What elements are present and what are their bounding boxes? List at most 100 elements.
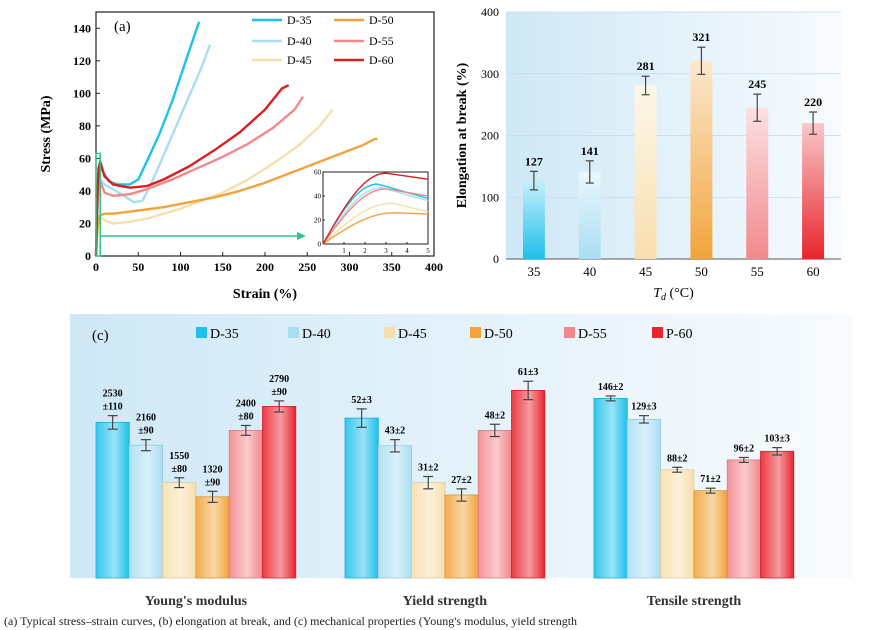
- data-label: ±90: [138, 426, 154, 437]
- x-tick-label: 300: [341, 260, 359, 274]
- data-label: 1550: [169, 451, 189, 462]
- y-axis-label: Stress (MPa): [39, 95, 54, 172]
- inset-y-tick-label: 40: [314, 193, 322, 201]
- data-label: 2160: [136, 413, 156, 424]
- bar-P-60: [760, 450, 795, 579]
- y-tick-label: 0: [85, 249, 91, 263]
- data-label: 321: [692, 30, 710, 44]
- data-label: 103±3: [764, 434, 790, 445]
- x-tick-label: 50: [132, 260, 144, 274]
- bar-D-55: [477, 429, 512, 579]
- inset-x-tick-label: 1: [342, 247, 346, 255]
- inset-series-line: [322, 186, 429, 245]
- bar-55: [746, 107, 769, 260]
- zoom-box: [95, 152, 101, 257]
- y-tick-label: 120: [73, 54, 91, 68]
- legend-label: D-40: [302, 327, 331, 342]
- x-tick-label: 350: [383, 260, 401, 274]
- x-tick-label: 250: [298, 260, 316, 274]
- data-label: 2790: [269, 374, 289, 385]
- panel-a: 0 50 100 150 200 250 300 350 4000204060801001201…: [39, 11, 443, 302]
- x-tick-label: 40: [583, 264, 596, 279]
- x-tick-label: 55: [751, 264, 764, 279]
- series-line: [94, 21, 201, 257]
- inset-series-line: [322, 188, 429, 245]
- bar-D-55: [228, 429, 263, 579]
- x-axis-label: Td (°C): [653, 286, 694, 303]
- x-tick-label: 60: [807, 264, 820, 279]
- data-label: 43±2: [385, 426, 406, 437]
- data-label: 245: [748, 77, 766, 91]
- series-line: [94, 84, 290, 257]
- x-tick-label: 50: [695, 264, 708, 279]
- inset-y-tick-label: 0: [318, 241, 322, 249]
- series-line: [94, 137, 378, 257]
- legend-label: D-35: [210, 327, 239, 342]
- y-tick-label: 300: [481, 67, 499, 81]
- bar-D-40: [377, 445, 412, 579]
- x-tick-label: 200: [256, 260, 274, 274]
- y-tick-label: 100: [73, 86, 91, 100]
- bar-P-60: [511, 390, 546, 579]
- data-label: 281: [637, 59, 655, 73]
- data-label: ±80: [238, 411, 254, 422]
- group-label: Yield strength: [403, 594, 488, 609]
- bar-D-40: [128, 444, 164, 579]
- legend-label: D-55: [578, 327, 607, 342]
- bar-D-55: [726, 459, 761, 579]
- x-tick-label: 45: [639, 264, 652, 279]
- legend-label: P-60: [666, 327, 692, 342]
- y-tick-label: 60: [79, 151, 91, 165]
- bar-D-40: [626, 418, 661, 579]
- figure-caption: (a) Typical stress–strain curves, (b) el…: [4, 614, 578, 628]
- bar-35: [522, 180, 545, 259]
- data-label: 220: [804, 95, 822, 109]
- data-label: ±110: [103, 402, 123, 413]
- bar-D-50: [693, 490, 728, 579]
- bar-D-35: [344, 417, 379, 579]
- y-axis-label: Elongation at break (%): [455, 62, 470, 208]
- bar-D-35: [593, 398, 628, 579]
- panel-c: (c) D-35 D-40 D-45 D-50 D-55 P-60 2530 ±110 2160 ±…: [70, 314, 852, 609]
- bar-60: [802, 123, 825, 260]
- bar-50: [690, 60, 713, 259]
- data-label: 52±3: [351, 395, 372, 406]
- inset-series-line: [322, 202, 429, 245]
- legend-label: D-55: [369, 34, 394, 48]
- inset-x-tick-label: 2: [363, 247, 367, 255]
- legend-swatch: [384, 327, 395, 338]
- y-tick-label: 400: [481, 5, 499, 19]
- bar-D-35: [95, 422, 130, 579]
- data-label: 2400: [236, 398, 256, 409]
- inset-x-tick-label: 3: [384, 247, 388, 255]
- x-tick-label: 0: [93, 260, 99, 274]
- x-axis-label: Strain (%): [233, 287, 298, 302]
- legend-swatch: [564, 327, 575, 338]
- data-label: 129±3: [631, 402, 657, 413]
- data-label: 146±2: [598, 382, 624, 393]
- inset-y-tick-label: 20: [314, 217, 322, 225]
- zoom-arrow-head: [297, 232, 306, 240]
- data-label: ±90: [271, 387, 287, 398]
- data-label: 127: [525, 154, 543, 168]
- bar-D-45: [411, 482, 446, 579]
- series-line: [94, 95, 305, 257]
- group-label: Young's modulus: [145, 594, 248, 609]
- data-label: 61±3: [518, 367, 539, 378]
- legend-label: D-50: [484, 327, 513, 342]
- bar-40: [578, 171, 601, 259]
- group-label: Tensile strength: [647, 594, 742, 609]
- bar-D-50: [195, 496, 230, 579]
- data-label: ±80: [172, 464, 188, 475]
- data-label: 141: [581, 144, 599, 158]
- x-tick-label: 150: [214, 260, 232, 274]
- bar-D-50: [444, 494, 479, 579]
- y-tick-label: 0: [493, 252, 499, 266]
- y-tick-label: 80: [79, 119, 91, 133]
- legend-swatch: [652, 327, 663, 338]
- bar-D-45: [660, 469, 695, 579]
- data-label: 31±2: [418, 463, 439, 474]
- legend-label: D-45: [287, 53, 312, 67]
- data-label: 48±2: [485, 410, 506, 421]
